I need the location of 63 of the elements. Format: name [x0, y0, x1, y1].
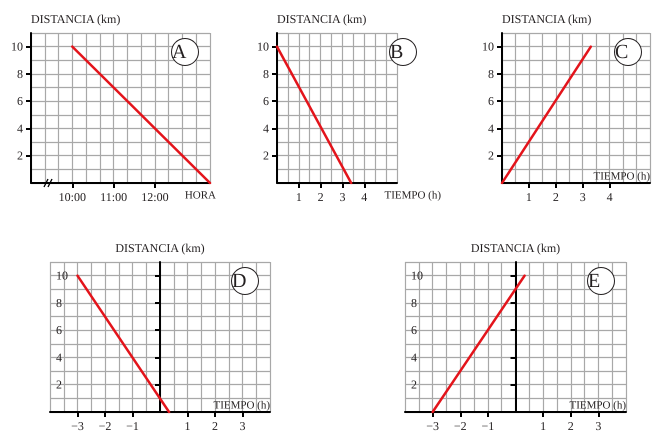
y-tick-label: 10	[411, 268, 423, 283]
x-tick-label: −3	[426, 419, 440, 432]
x-tick-label: 12:00	[141, 190, 169, 204]
x-tick-label: 3	[339, 190, 346, 204]
x-tick-label: −1	[126, 419, 139, 432]
y-tick-label: 10	[11, 40, 23, 54]
y-tick-label: 2	[263, 148, 269, 163]
y-tick-label: 2	[488, 148, 494, 163]
x-tick-label: −2	[454, 419, 467, 432]
y-tick-label: 6	[17, 94, 23, 108]
x-tick-label: 1	[526, 190, 532, 204]
x-tick-label: 2	[568, 419, 574, 432]
x-tick-label: 11:00	[100, 190, 128, 204]
x-axis-title: HORA	[184, 190, 216, 202]
y-tick-label: 4	[411, 350, 417, 364]
annotation: C	[615, 41, 628, 63]
y-tick-label: 8	[263, 66, 269, 81]
y-tick-label: 6	[411, 323, 417, 338]
x-tick-label: 1	[184, 419, 190, 432]
y-tick-label: 10	[56, 268, 68, 283]
y-tick-label: 10	[482, 40, 494, 54]
x-tick-label: 4	[361, 190, 368, 204]
y-tick-label: 8	[56, 296, 62, 310]
x-tick-label: 3	[240, 419, 246, 432]
y-axis-title: DISTANCIA (km)	[277, 12, 366, 26]
y-tick-label: 10	[257, 40, 269, 54]
x-tick-label: 2	[212, 419, 218, 432]
annotation: B	[390, 41, 404, 63]
x-tick-label: 10:00	[58, 190, 86, 204]
x-axis-title: TIEMPO (h)	[593, 170, 650, 182]
x-tick-label: 3	[595, 419, 602, 432]
y-tick-label: 2	[56, 378, 62, 392]
y-tick-label: 8	[488, 66, 494, 81]
x-tick-label: 2	[318, 190, 324, 204]
y-tick-label: 4	[56, 350, 62, 364]
y-axis-title: DISTANCIA (km)	[470, 241, 560, 255]
x-tick-label: 1	[540, 419, 546, 432]
annotation: A	[172, 41, 187, 63]
x-tick-label: 2	[552, 190, 559, 204]
y-tick-label: 4	[488, 121, 494, 136]
x-tick-label: −3	[71, 419, 84, 432]
x-axis-title: TIEMPO (h)	[384, 190, 442, 202]
y-tick-label: 8	[411, 296, 417, 310]
y-axis-title: DISTANCIA (km)	[502, 12, 592, 26]
x-tick-label: −2	[98, 419, 112, 432]
x-axis-title: TIEMPO (h)	[569, 400, 626, 412]
x-tick-label: 4	[606, 190, 613, 204]
y-tick-label: 8	[17, 66, 23, 81]
x-axis-title: TIEMPO (h)	[213, 400, 270, 412]
y-tick-label: 4	[17, 121, 23, 136]
annotation: E	[588, 270, 600, 292]
y-axis-title: DISTANCIA (km)	[31, 12, 120, 26]
y-tick-label: 6	[56, 323, 62, 338]
y-tick-label: 2	[17, 148, 23, 163]
y-tick-label: 6	[488, 94, 494, 108]
y-axis-title: DISTANCIA (km)	[115, 241, 205, 255]
x-tick-label: 1	[296, 190, 302, 204]
x-tick-label: −1	[481, 419, 494, 432]
x-tick-label: 3	[580, 190, 586, 204]
y-tick-label: 2	[411, 378, 417, 392]
annotation: D	[232, 270, 246, 292]
y-tick-label: 4	[263, 121, 269, 136]
y-tick-label: 6	[263, 94, 269, 108]
